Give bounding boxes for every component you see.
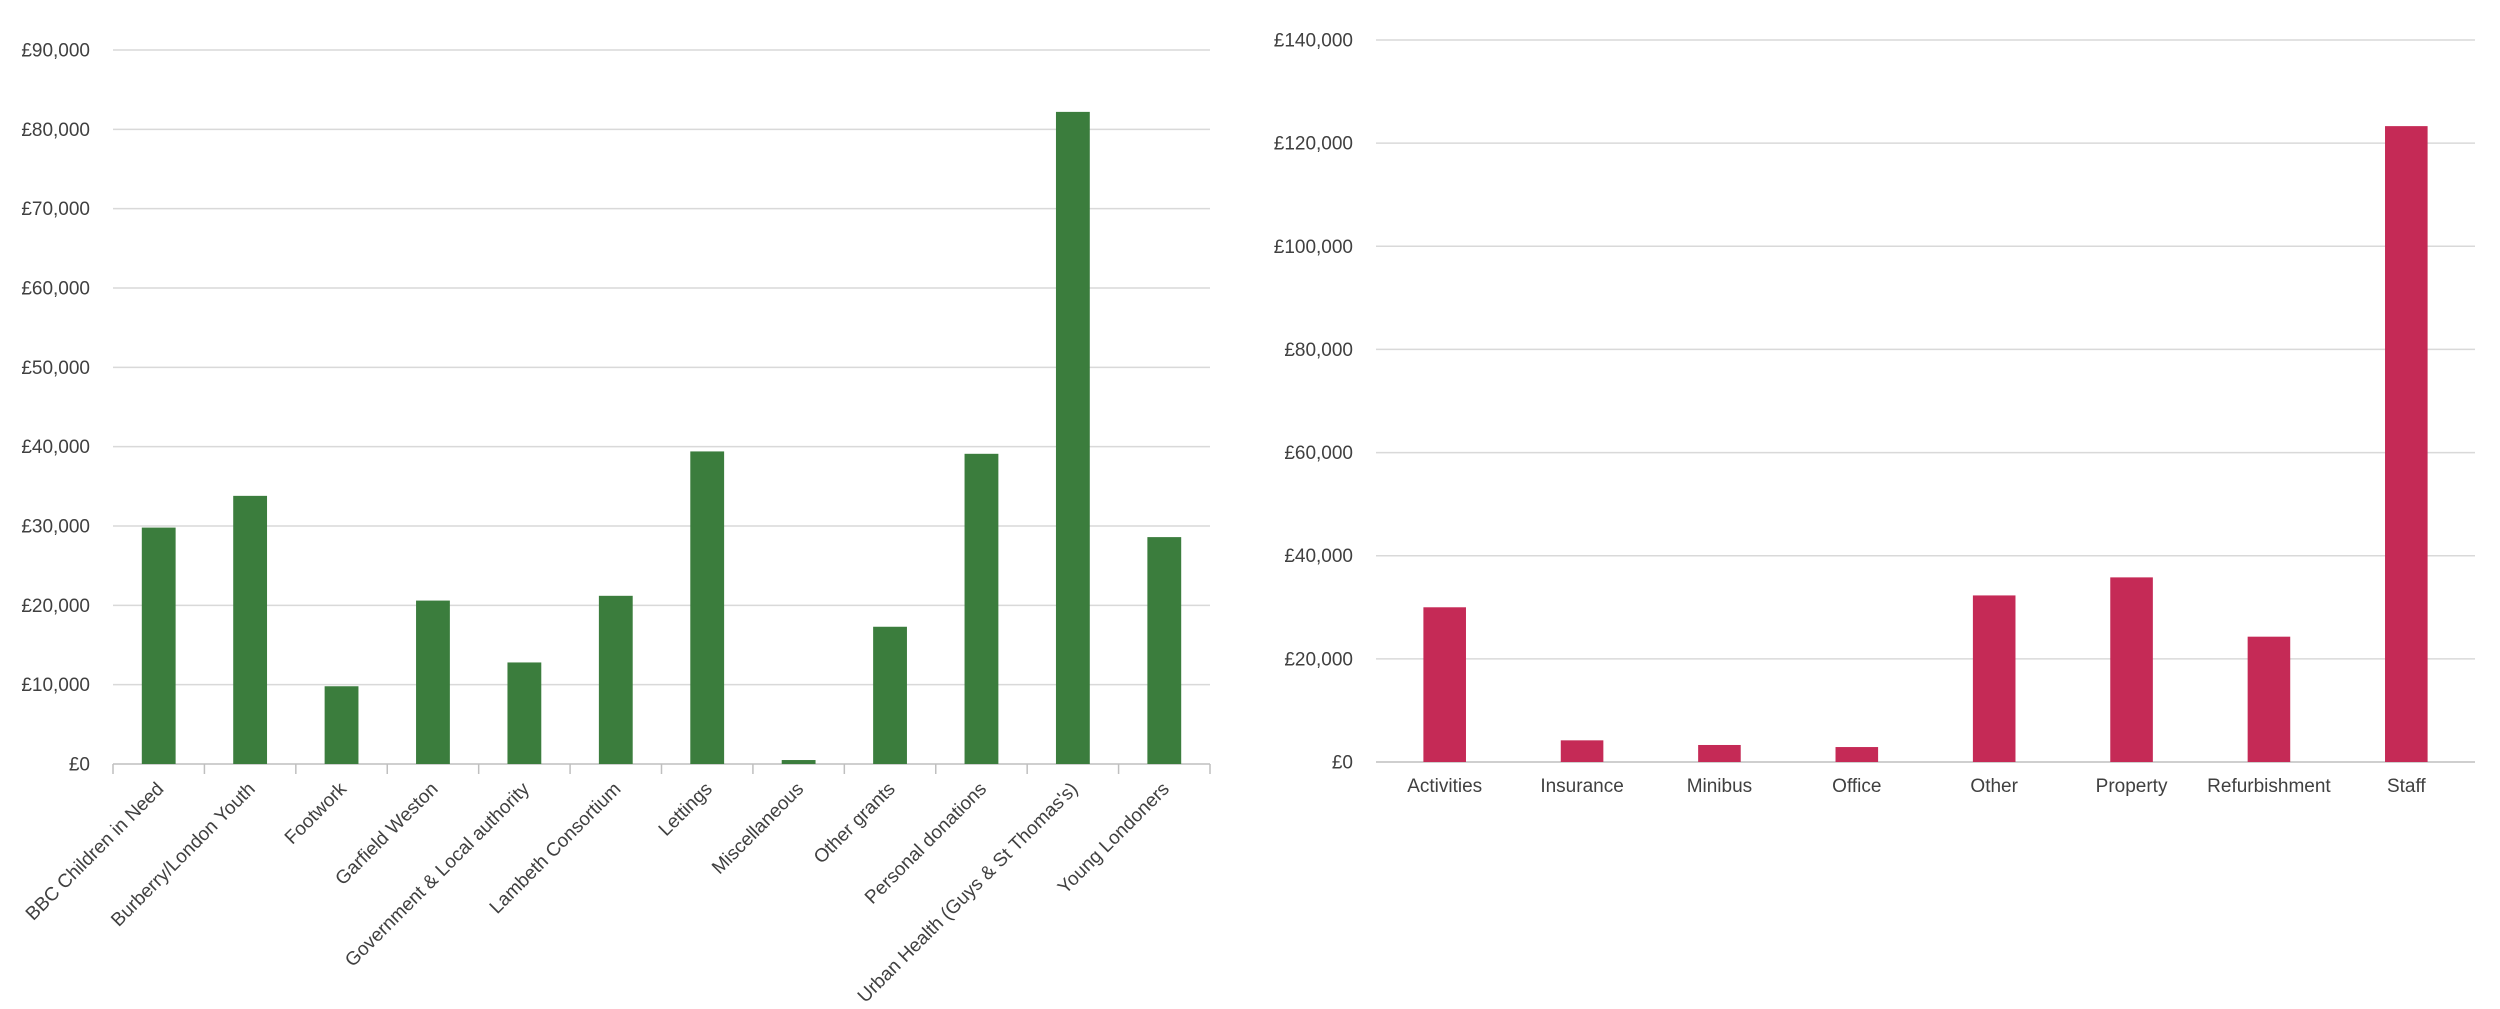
expenditure-x-tick-label: Insurance — [1540, 776, 1623, 797]
expenditure-bar-chart: £0 £20,000 £40,000 £60,000 £80,000 £100,000 £1… — [1274, 31, 2475, 797]
expenditure-bar-minibus — [1698, 744, 1741, 762]
income-bar-lettings — [690, 451, 725, 764]
expenditure-bar-property — [2110, 577, 2153, 762]
income-bar-burberry-london-youth — [233, 495, 268, 764]
income-bar-bbc-children-in-need — [141, 527, 176, 764]
income-bar-footwork — [324, 686, 359, 764]
income-bar-chart: £0 £10,000 £20,000 £30,000 £40,000 £50,000 £60… — [21, 41, 1211, 1007]
expenditure-x-tick-label: Staff — [2387, 776, 2426, 797]
income-x-tick-label: Other grants — [810, 779, 900, 869]
income-y-tick-label: £0 — [69, 755, 90, 776]
income-y-tick-label: £30,000 — [21, 517, 90, 538]
income-x-tick-label: Lettings — [655, 779, 717, 841]
income-y-tick-label: £40,000 — [21, 437, 90, 458]
expenditure-bar-other — [1972, 595, 2016, 762]
expenditure-y-tick-label: £60,000 — [1284, 443, 1353, 464]
expenditure-y-tick-label: £40,000 — [1284, 546, 1353, 567]
expenditure-y-tick-label: £140,000 — [1274, 31, 1353, 52]
expenditure-x-tick-label: Refurbishment — [2207, 776, 2331, 797]
income-y-tick-label: £60,000 — [21, 279, 90, 300]
income-y-tick-label: £20,000 — [21, 596, 90, 617]
expenditure-bar-activities — [1423, 607, 1466, 762]
expenditure-bar-staff — [2385, 126, 2428, 763]
expenditure-x-tick-label: Activities — [1407, 776, 1482, 797]
expenditure-bar-office — [1835, 747, 1879, 762]
income-y-tick-label: £70,000 — [21, 199, 90, 220]
expenditure-x-tick-label: Other — [1970, 776, 2018, 797]
expenditure-x-tick-label: Property — [2096, 776, 2168, 797]
expenditure-bar-refurbishment — [2247, 636, 2291, 762]
income-bar-urban-health-guys-st-thomas-s — [1055, 111, 1090, 764]
income-bar-other-grants — [873, 626, 907, 764]
income-y-tick-label: £10,000 — [21, 675, 90, 696]
expenditure-y-tick-label: £120,000 — [1274, 134, 1353, 155]
income-x-tick-label: Footwork — [281, 778, 351, 848]
income-y-tick-label: £90,000 — [21, 41, 90, 62]
income-y-tick-label: £80,000 — [21, 120, 90, 141]
income-bar-garfield-weston — [416, 600, 450, 764]
expenditure-x-tick-label: Office — [1832, 776, 1881, 797]
expenditure-bar-insurance — [1560, 740, 1604, 762]
income-x-tick-label: Government & Local authority — [341, 778, 534, 971]
expenditure-y-tick-label: £100,000 — [1274, 237, 1353, 258]
income-bar-government-local-authority — [507, 662, 542, 764]
expenditure-y-tick-label: £80,000 — [1284, 340, 1353, 361]
income-bar-personal-donations — [964, 453, 999, 764]
income-y-tick-label: £50,000 — [21, 358, 90, 379]
expenditure-y-tick-label: £0 — [1332, 753, 1353, 774]
expenditure-y-tick-label: £20,000 — [1284, 649, 1353, 670]
income-bar-miscellaneous — [781, 760, 816, 764]
expenditure-x-tick-label: Minibus — [1687, 776, 1752, 797]
income-bar-lambeth-consortium — [598, 595, 633, 764]
income-x-tick-label: Miscellaneous — [708, 779, 808, 879]
income-bar-young-londoners — [1147, 537, 1182, 764]
